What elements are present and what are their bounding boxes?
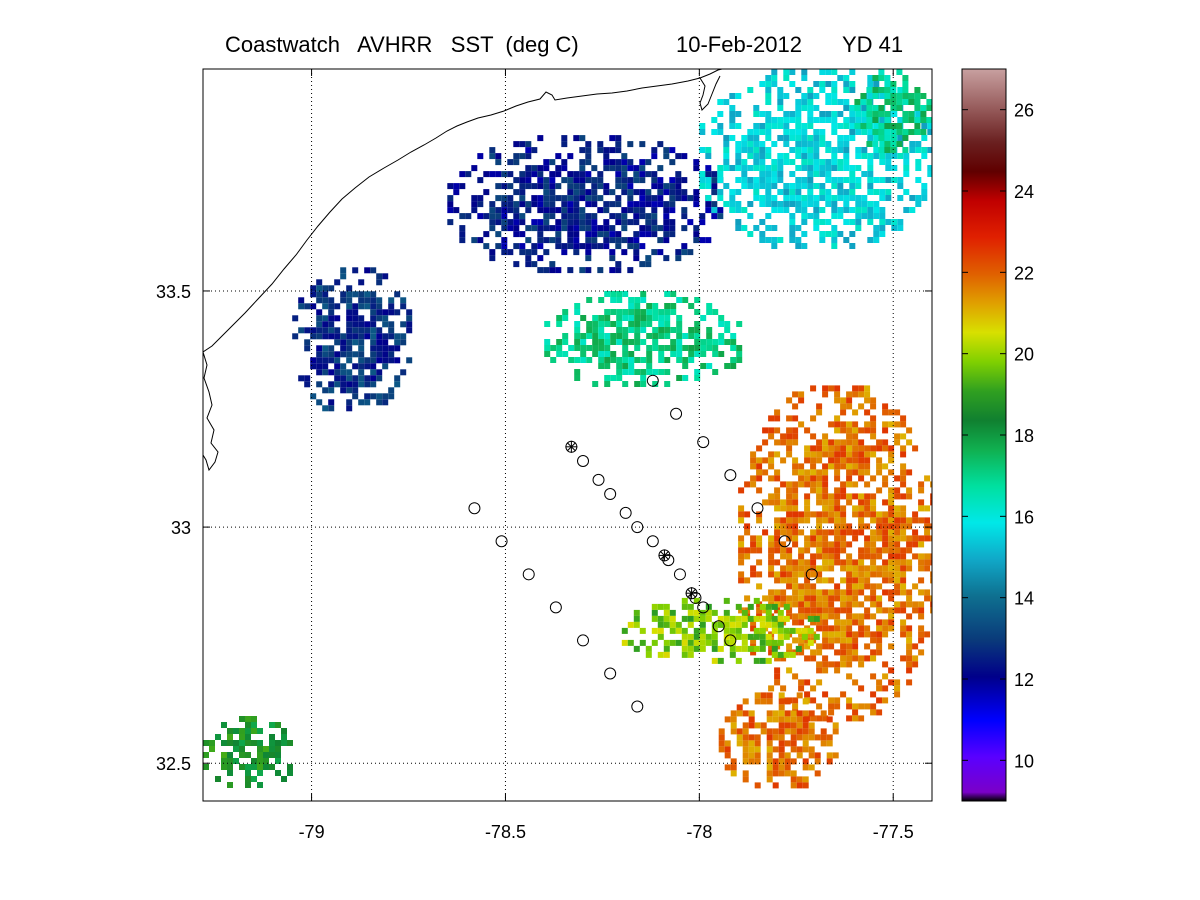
station-marker [778,535,791,548]
station-marker [631,700,644,713]
station-marker [697,436,710,449]
coastline-estuary [203,351,219,472]
station-marker [646,535,659,548]
sst-patch-north-central-shelf [447,135,724,274]
x-tick-label: -77.5 [873,822,914,842]
coastline-cape [699,75,721,111]
colorbar-tick-label: 16 [1014,507,1034,527]
station-marker [724,634,737,647]
x-axis-ticks: -79 -78.5 -78 -77.5 [299,69,914,842]
colorbar-tick-label: 22 [1014,263,1034,283]
station-marker [724,469,737,482]
colorbar-gradient [962,69,1006,801]
station-marker [592,473,605,486]
station-marker [619,506,632,519]
grid [203,69,932,801]
station-marker [805,568,818,581]
sst-patch-west-nearshore [292,267,413,412]
plot-frame [202,68,933,802]
station-marker [468,502,481,515]
station-marker [662,554,675,567]
station-marker [697,601,710,614]
y-axis-ticks: 32.5 33 33.5 [156,282,932,774]
title-date: 10-Feb-2012 [676,32,802,57]
title-yearday: YD 41 [842,32,903,57]
station-marker [631,521,644,534]
colorbar: 10 12 14 16 18 20 22 24 26 [961,68,1034,802]
station-marker-star [658,549,671,562]
coastline [203,69,723,472]
colorbar-tick-label: 26 [1014,101,1034,121]
coastline-path [203,69,723,353]
plot-area: -79 -78.5 -78 -77.5 32.5 33 33.5 [156,68,933,842]
station-marker [522,568,535,581]
station-marker-star [565,440,578,453]
colorbar-ticks: 10 12 14 16 18 20 22 24 26 [962,101,1034,771]
colorbar-tick-label: 10 [1014,751,1034,771]
colorbar-tick-label: 14 [1014,589,1034,609]
x-tick-label: -79 [299,822,325,842]
station-marker [751,502,764,515]
station-marker [604,488,617,501]
colorbar-tick-label: 18 [1014,426,1034,446]
colorbar-tick-label: 12 [1014,670,1034,690]
sst-patch-northeast-offshore [699,69,932,249]
sst-patch-south [718,692,839,789]
station-marker [549,601,562,614]
sst-patch-mid-shelf [544,291,743,387]
y-tick-label: 33 [171,518,191,538]
station-marker [673,568,686,581]
station-marker [670,407,683,420]
sst-pixels [203,69,932,789]
station-marker [646,374,659,387]
station-marker [604,667,617,680]
sst-patch-southeast-front [738,385,932,722]
y-tick-label: 32.5 [156,754,191,774]
colorbar-tick-label: 20 [1014,345,1034,365]
stations [468,374,818,713]
station-marker [689,591,702,604]
station-marker [577,454,590,467]
station-marker [712,620,725,633]
x-tick-label: -78 [686,822,712,842]
sst-patch-southern-band [621,597,820,664]
y-tick-label: 33.5 [156,282,191,302]
colorbar-tick-label: 24 [1014,182,1034,202]
chart-title: Coastwatch AVHRR SST (deg C) [225,32,579,57]
station-marker [577,634,590,647]
x-tick-label: -78.5 [485,822,526,842]
sst-patch-far-northeast [854,69,932,153]
title-product: Coastwatch AVHRR SST (deg C) [225,32,579,57]
station-marker [495,535,508,548]
station-marker-star [685,587,698,600]
sst-patch-southwest [203,716,293,788]
